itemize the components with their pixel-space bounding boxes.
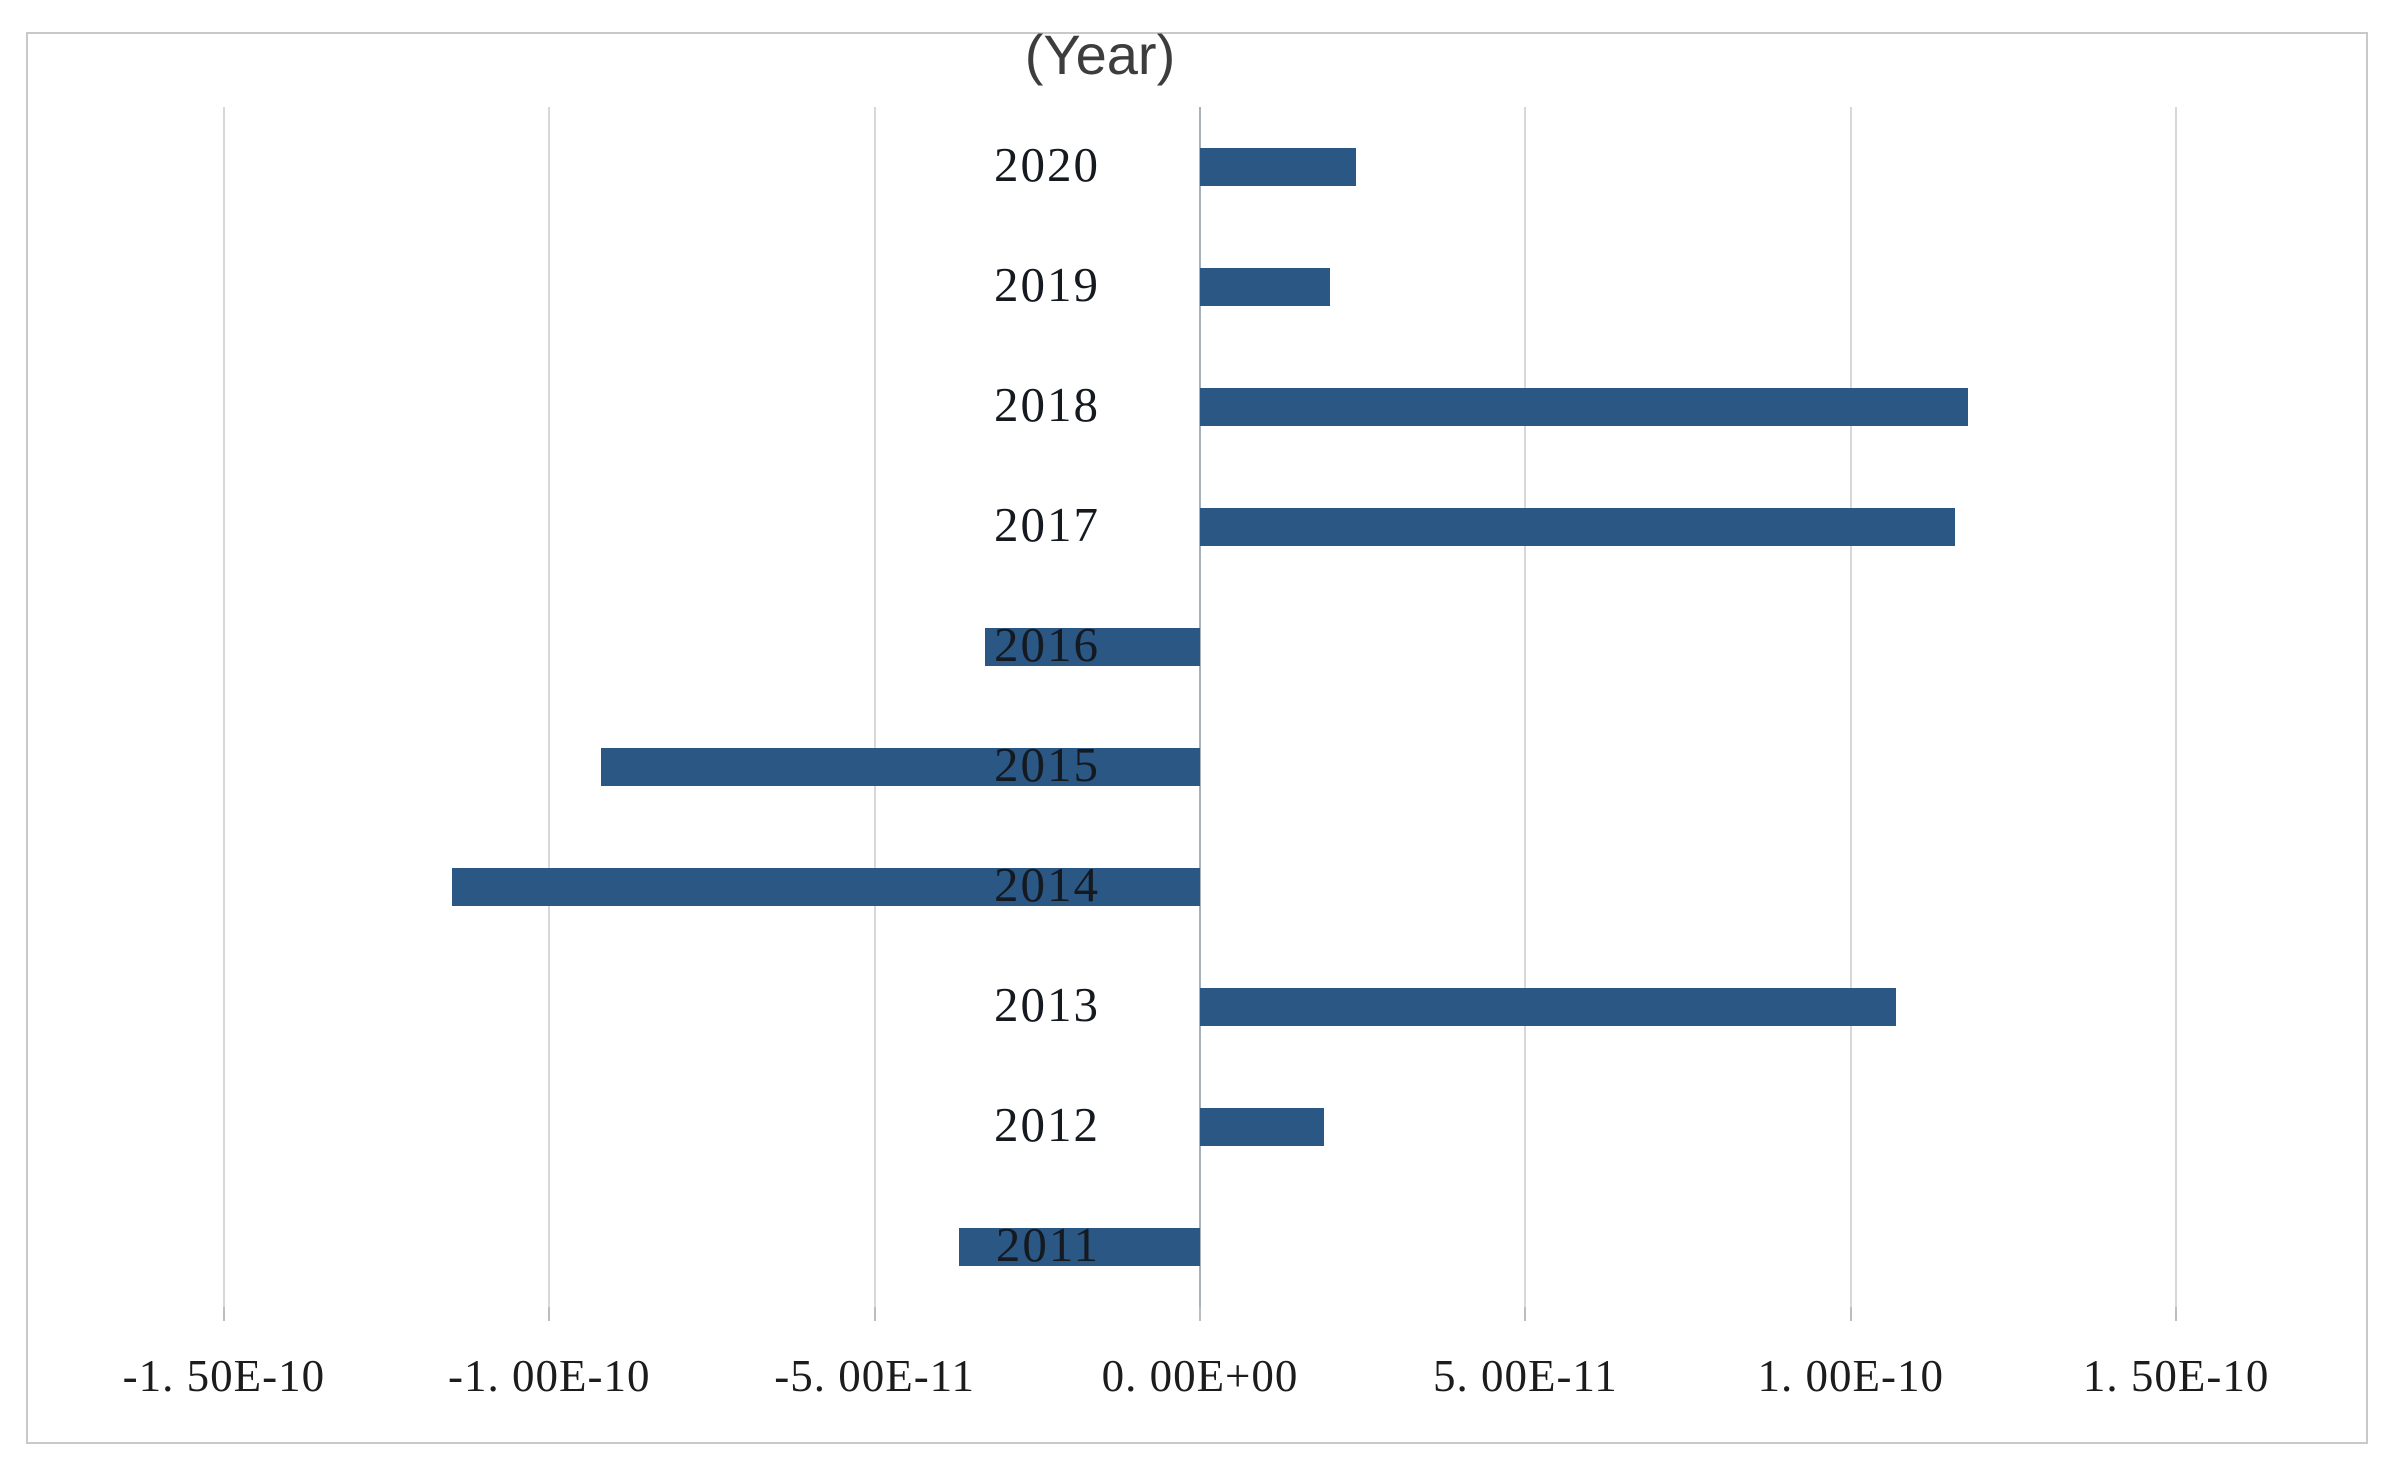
chart-title: (Year) [1024,23,1176,86]
x-gridline [1524,107,1527,1307]
x-gridline [873,107,876,1307]
bar-2011 [959,1228,1200,1266]
x-tick-label: 0. 00E+00 [1101,1351,1299,1401]
category-label-2015: 2015 [994,737,1100,793]
x-axis-tick [548,1307,551,1321]
bar-2016 [985,628,1200,666]
category-label-2013: 2013 [994,977,1100,1033]
x-gridline [222,107,225,1307]
category-label-2017: 2017 [994,497,1100,553]
chart-outer-border [26,32,2368,1444]
x-gridline [548,107,551,1307]
bar-2019 [1200,268,1331,306]
x-axis-tick [1524,1307,1527,1321]
x-axis-tick [1849,1307,1852,1321]
bar-2014 [451,868,1200,906]
category-label-2016: 2016 [994,617,1100,673]
category-label-2014: 2014 [994,857,1100,913]
zero-axis-line [1199,107,1201,1307]
x-gridline [2175,107,2178,1307]
bar-2017 [1200,508,1955,546]
x-tick-label: -1. 00E-10 [448,1351,651,1401]
x-tick-label: 1. 00E-10 [1757,1351,1944,1401]
x-tick-label: -5. 00E-11 [774,1351,976,1401]
x-axis-tick [222,1307,225,1321]
bar-2012 [1200,1108,1324,1146]
x-axis-tick [873,1307,876,1321]
x-tick-label: -1. 50E-10 [122,1351,326,1401]
bar-2018 [1200,388,1968,426]
category-label-2018: 2018 [994,377,1100,433]
category-label-2012: 2012 [994,1097,1100,1153]
x-gridline [1849,107,1852,1307]
bar-2013 [1200,988,1897,1026]
x-axis-tick [1199,1307,1201,1321]
category-label-2020: 2020 [994,137,1100,193]
x-axis-tick [2175,1307,2178,1321]
category-label-2011: 2011 [995,1217,1100,1273]
bar-2020 [1200,148,1357,186]
category-label-2019: 2019 [994,257,1100,313]
bar-2015 [601,748,1200,786]
x-tick-label: 5. 00E-11 [1432,1351,1618,1401]
x-tick-label: 1. 50E-10 [2082,1351,2270,1401]
